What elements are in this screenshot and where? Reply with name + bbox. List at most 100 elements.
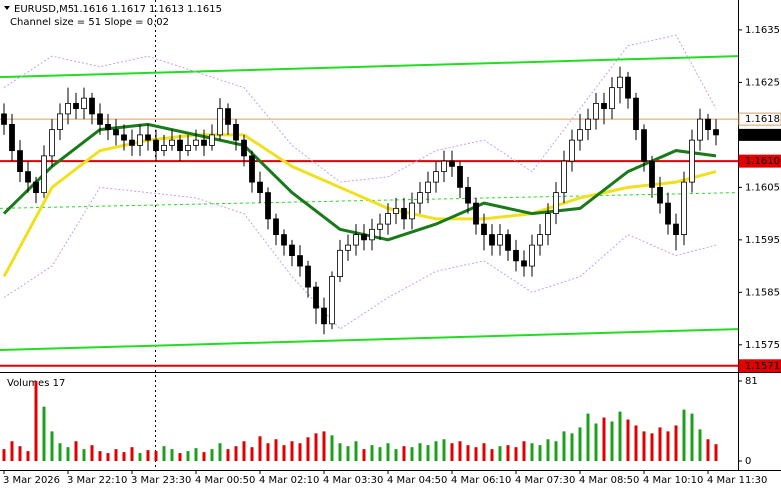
volume-bar [690, 413, 694, 461]
candle-body [25, 171, 31, 183]
volume-bar [130, 447, 134, 461]
candle-body [617, 76, 623, 89]
volume-bar [346, 446, 350, 461]
chart-title: EURUSD,M5 [14, 4, 74, 15]
volume-bar [546, 439, 550, 461]
volume-bar [458, 441, 462, 461]
x-tick-label: 4 Mar 02:10 [259, 475, 319, 486]
volume-bar [362, 449, 366, 461]
candle-body [225, 108, 231, 125]
volume-bar [466, 445, 470, 461]
x-tick-label: 4 Mar 10:10 [643, 475, 703, 486]
candle-body [393, 207, 399, 215]
candle-body [337, 249, 343, 277]
candle-body [473, 202, 479, 225]
volume-bar [42, 406, 46, 461]
candle-body [569, 139, 575, 162]
candle-body [113, 129, 119, 136]
candle-body [281, 234, 287, 246]
x-tick-label: 4 Mar 06:10 [451, 475, 511, 486]
volume-bar [578, 427, 582, 461]
candle-body [257, 181, 263, 194]
y-tick-label: 1.1585 [745, 287, 780, 298]
header-price: 1.1615 [187, 4, 222, 15]
candle-body [545, 213, 551, 235]
header-price: 1.1616 [73, 4, 108, 15]
candle-body [17, 150, 23, 173]
volume-bar [170, 449, 174, 461]
candle-body [521, 260, 527, 267]
header-price: 1.1613 [149, 4, 184, 15]
candle-body [321, 307, 327, 325]
volume-bar [554, 441, 558, 461]
volume-bar [314, 433, 318, 461]
candle-body [489, 234, 495, 246]
candle-body [369, 228, 375, 241]
candle-body [65, 102, 71, 115]
candle-body [217, 108, 223, 136]
volume-bar [698, 429, 702, 461]
candle-body [97, 113, 103, 125]
volume-bar [522, 441, 526, 461]
candle-body [137, 134, 143, 146]
candle-body [9, 123, 15, 152]
y-tick-label: 1.1635 [745, 25, 780, 36]
candle-body [185, 144, 191, 152]
volume-bar [26, 451, 30, 461]
volume-bar [298, 443, 302, 461]
volume-bar [186, 451, 190, 461]
volume-bar [666, 431, 670, 461]
candle-body [297, 255, 303, 267]
candle-body [505, 234, 511, 251]
candle-body [41, 155, 47, 194]
candle-body [529, 244, 535, 267]
x-tick-label: 3 Mar 22:10 [67, 475, 127, 486]
volume-bar [58, 443, 62, 461]
x-tick-label: 4 Mar 04:50 [387, 475, 447, 486]
volume-bar [178, 453, 182, 461]
candle-body [465, 186, 471, 204]
volume-bar [194, 448, 198, 461]
volume-bar [642, 431, 646, 461]
level-label-box [738, 154, 781, 168]
volume-bar [2, 449, 6, 461]
volume-bar [562, 431, 566, 461]
candle-body [1, 113, 7, 125]
candle-body [601, 102, 607, 110]
y-tick-label: 1.1605 [745, 182, 780, 193]
candle-body [553, 192, 559, 215]
volume-bar [266, 443, 270, 461]
volume-bar [418, 443, 422, 461]
candle-body [689, 139, 695, 183]
candle-body [241, 139, 247, 157]
volume-bar [410, 447, 414, 461]
x-tick-label: 4 Mar 03:30 [323, 475, 383, 486]
volume-bar [658, 427, 662, 461]
candle-body [313, 286, 319, 309]
candle-body [49, 129, 55, 157]
level-label-box [738, 359, 781, 373]
volume-bar [370, 445, 374, 461]
volume-bar [618, 411, 622, 461]
header-price: 1.1617 [111, 4, 146, 15]
candle-body [441, 160, 447, 173]
volume-bar [218, 443, 222, 461]
candle-body [153, 139, 159, 152]
candle-body [593, 102, 599, 120]
candle-body [425, 181, 431, 194]
candle-body [353, 234, 359, 246]
candle-body [681, 181, 687, 235]
volume-bar [202, 452, 206, 461]
x-tick-label: 4 Mar 11:30 [707, 475, 767, 486]
volume-bar [74, 441, 78, 461]
level-label-box [738, 112, 781, 126]
candle-body [537, 234, 543, 246]
volume-bar [82, 449, 86, 461]
volume-bar [106, 453, 110, 461]
volume-bar [66, 447, 70, 461]
volume-bar [146, 450, 150, 461]
volume-bar [386, 443, 390, 461]
volume-bar [530, 443, 534, 461]
channel-line [0, 328, 739, 352]
